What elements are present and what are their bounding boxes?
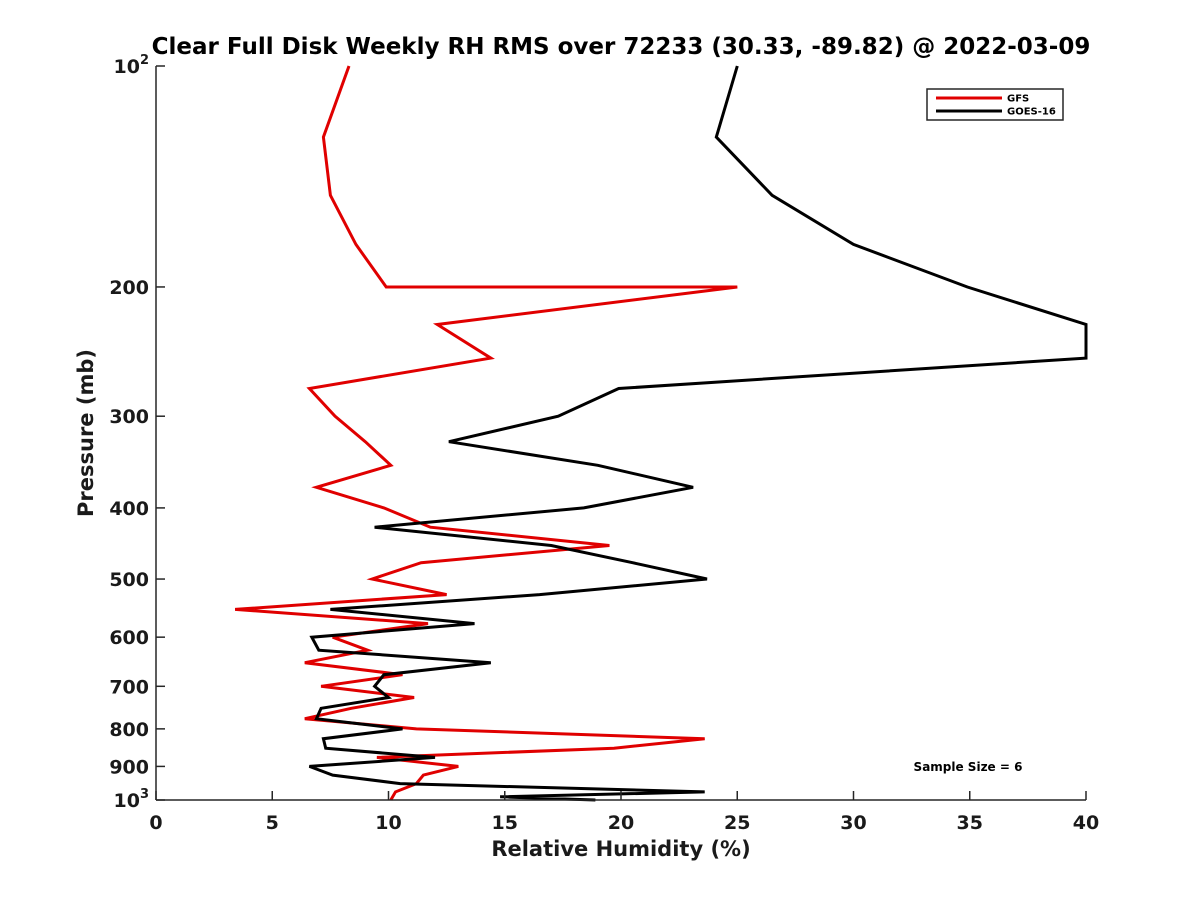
y-tick-label: 400: [109, 498, 149, 520]
legend-box: [926, 88, 1064, 121]
series-line-gfs: [234, 65, 738, 801]
x-tick-label: 5: [266, 812, 279, 834]
x-tick-label: 10: [375, 812, 401, 834]
y-tick-label: 600: [109, 627, 149, 649]
y-tick-label: 900: [109, 756, 149, 778]
legend-label-gfs: GFS: [1007, 94, 1029, 105]
x-tick-label: 30: [840, 812, 866, 834]
y-tick-label: 500: [109, 569, 149, 591]
y-ticks: 102 200 300 400 500 600 700 800 900 103: [109, 53, 165, 812]
legend-label-goes16: GOES-16: [1007, 107, 1056, 118]
y-tick-label: 103: [114, 787, 150, 812]
x-tick-label: 0: [149, 812, 162, 834]
series-line-goes-16: [308, 65, 1088, 802]
y-axis-label: Pressure (mb): [74, 349, 98, 517]
series-layer: [234, 65, 1088, 802]
legend: GFS GOES-16: [926, 88, 1064, 121]
y-tick-label: 800: [109, 719, 149, 741]
chart-title: Clear Full Disk Weekly RH RMS over 72233…: [152, 34, 1091, 60]
y-tick-label: 300: [109, 406, 149, 428]
y-tick-label: 102: [114, 53, 150, 78]
x-tick-label: 15: [492, 812, 518, 834]
y-tick-label: 200: [109, 277, 149, 299]
x-ticks: 0 5 10 15 20 25 30 35 40: [149, 791, 1099, 834]
plot-area: 0 5 10 15 20 25 30 35 40 102 200 300 400 500 600 700 80…: [109, 53, 1099, 834]
sample-size-annotation: Sample Size = 6: [914, 760, 1023, 774]
x-tick-label: 40: [1073, 812, 1099, 834]
x-axis-label: Relative Humidity (%): [491, 837, 750, 861]
x-tick-label: 35: [957, 812, 983, 834]
y-tick-label: 700: [109, 676, 149, 698]
x-tick-label: 20: [608, 812, 634, 834]
x-tick-label: 25: [724, 812, 750, 834]
